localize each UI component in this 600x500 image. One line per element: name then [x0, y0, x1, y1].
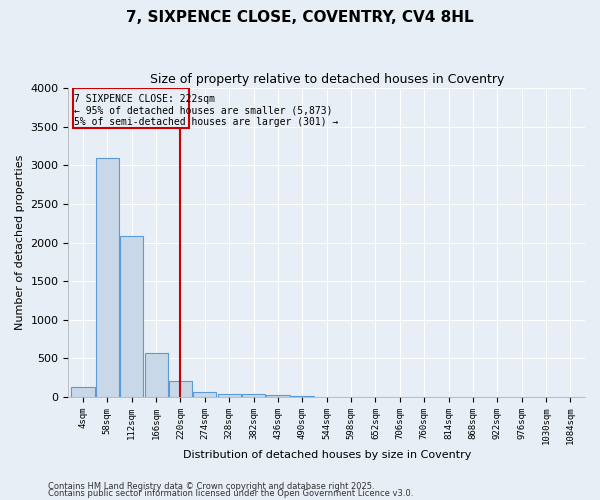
Text: ← 95% of detached houses are smaller (5,873): ← 95% of detached houses are smaller (5,…: [74, 106, 333, 116]
Text: Contains HM Land Registry data © Crown copyright and database right 2025.: Contains HM Land Registry data © Crown c…: [48, 482, 374, 491]
Bar: [218, 394, 241, 397]
Title: Size of property relative to detached houses in Coventry: Size of property relative to detached ho…: [149, 72, 504, 86]
Text: 7 SIXPENCE CLOSE: 222sqm: 7 SIXPENCE CLOSE: 222sqm: [74, 94, 215, 104]
Bar: [291, 396, 314, 397]
Bar: [266, 395, 290, 397]
Bar: [169, 381, 192, 397]
Text: Contains public sector information licensed under the Open Government Licence v3: Contains public sector information licen…: [48, 490, 413, 498]
Bar: [96, 158, 119, 397]
Text: 7, SIXPENCE CLOSE, COVENTRY, CV4 8HL: 7, SIXPENCE CLOSE, COVENTRY, CV4 8HL: [126, 10, 474, 25]
FancyBboxPatch shape: [73, 88, 189, 128]
Bar: [71, 387, 95, 397]
Text: 5% of semi-detached houses are larger (301) →: 5% of semi-detached houses are larger (3…: [74, 118, 339, 128]
Bar: [120, 236, 143, 397]
Bar: [193, 392, 217, 397]
Bar: [242, 394, 265, 397]
X-axis label: Distribution of detached houses by size in Coventry: Distribution of detached houses by size …: [182, 450, 471, 460]
Y-axis label: Number of detached properties: Number of detached properties: [15, 155, 25, 330]
Bar: [145, 353, 168, 397]
